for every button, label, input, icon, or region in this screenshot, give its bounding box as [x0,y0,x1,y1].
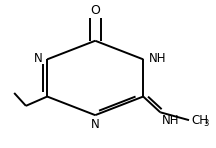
Text: NH: NH [149,52,166,65]
Text: O: O [90,4,100,17]
Text: CH: CH [191,114,208,127]
Text: N: N [91,118,100,131]
Text: 3: 3 [203,119,208,128]
Text: NH: NH [162,114,180,127]
Text: N: N [34,52,43,65]
